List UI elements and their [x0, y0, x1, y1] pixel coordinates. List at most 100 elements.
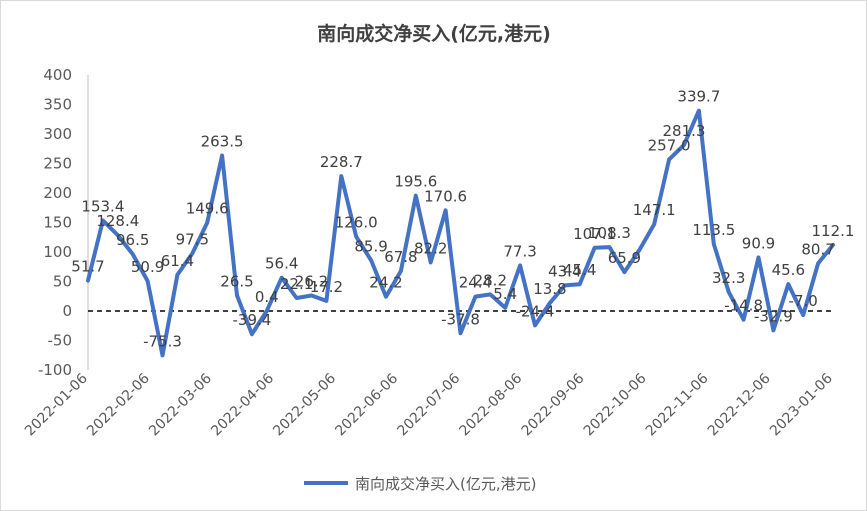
data-label: -7.0 [789, 292, 818, 310]
x-tick-label: 2022-02-06 [84, 370, 153, 439]
data-label: 128.4 [96, 212, 139, 230]
data-label: 43.4 [548, 262, 581, 280]
data-point [668, 158, 670, 160]
data-point [817, 262, 819, 264]
data-point [236, 294, 238, 296]
data-label: 147.1 [633, 201, 676, 219]
data-label: 107.1 [573, 225, 616, 243]
x-tick-label: 2022-06-06 [332, 370, 401, 439]
data-label: 97.5 [176, 230, 209, 248]
data-point [728, 291, 730, 293]
data-label: 263.5 [201, 133, 244, 151]
data-point [683, 144, 685, 146]
data-label: -32.9 [754, 307, 793, 325]
data-label: 77.3 [503, 242, 536, 260]
data-label: 112.1 [812, 222, 855, 240]
data-point [87, 279, 89, 281]
data-label: 17.2 [310, 278, 343, 296]
data-label: 45.4 [563, 261, 596, 279]
data-point [549, 302, 551, 304]
series-group [86, 108, 835, 358]
data-label: 80.7 [801, 240, 834, 258]
data-point [355, 236, 357, 238]
data-point [385, 296, 387, 298]
data-point [311, 295, 312, 297]
data-point [460, 332, 461, 334]
data-point [340, 175, 342, 177]
data-point [430, 262, 432, 264]
data-point [609, 246, 610, 248]
data-point [176, 274, 178, 276]
data-point [221, 155, 223, 157]
data-point [281, 277, 283, 279]
data-label: 82.2 [414, 240, 447, 258]
data-point [266, 310, 268, 312]
data-label: 113.5 [692, 221, 735, 239]
data-point [653, 223, 655, 225]
data-label: -75.3 [143, 332, 182, 350]
data-label: 50.9 [131, 258, 164, 276]
x-tick-label: 2022-11-06 [643, 370, 712, 439]
chart-title: 南向成交净买入(亿元,港元) [317, 22, 551, 45]
data-label: 45.6 [772, 261, 805, 279]
data-point [698, 110, 700, 112]
data-point [296, 297, 298, 299]
data-label: 32.3 [712, 269, 745, 287]
y-tick-label: 0 [62, 302, 72, 320]
data-label: 51.7 [71, 257, 104, 275]
x-tick-label: 2022-09-06 [519, 370, 588, 439]
data-point [400, 270, 402, 272]
data-point [772, 329, 774, 331]
x-tick-label: 2022-10-06 [581, 370, 650, 439]
data-point [489, 293, 491, 295]
data-point [102, 219, 104, 221]
data-label: 108.3 [588, 224, 631, 242]
y-tick-label: 400 [43, 66, 72, 84]
y-tick-label: 300 [43, 125, 72, 143]
data-label: -14.8 [724, 297, 763, 315]
data-label: 195.6 [394, 173, 437, 191]
y-tick-label: -100 [38, 361, 72, 379]
data-label: 281.3 [663, 122, 706, 140]
data-label: 5.4 [493, 285, 517, 303]
data-label: 22.1 [280, 275, 313, 293]
data-point [206, 222, 208, 224]
legend: 南向成交净买入(亿元,港元) [304, 475, 536, 493]
data-label: 170.6 [424, 187, 467, 205]
x-tick-label: 2022-08-06 [457, 370, 526, 439]
data-label: 90.9 [742, 234, 775, 252]
y-tick-label: 250 [43, 155, 72, 173]
data-point [832, 244, 834, 246]
data-label: -39.4 [232, 311, 271, 329]
data-point [132, 253, 134, 255]
data-label: 153.4 [81, 197, 124, 215]
data-label: 0.4 [255, 288, 279, 306]
data-label: 24.4 [459, 274, 492, 292]
data-point [474, 296, 476, 298]
data-label: 26.5 [220, 272, 253, 290]
data-point [579, 283, 581, 285]
data-label: 149.6 [186, 200, 229, 218]
data-label: -37.8 [441, 310, 480, 328]
data-label: 228.7 [320, 153, 363, 171]
y-tick-label: 200 [43, 184, 72, 202]
data-label: 67.8 [384, 248, 417, 266]
data-point [504, 307, 506, 309]
data-point [445, 209, 447, 211]
x-tick-label: 2022-05-06 [270, 370, 339, 439]
data-point [564, 284, 566, 286]
data-point [534, 324, 536, 326]
data-label: -24.4 [516, 302, 555, 320]
data-point [787, 283, 789, 285]
x-tick-label: 2022-12-06 [705, 370, 774, 439]
x-tick-label: 2022-01-06 [22, 370, 91, 439]
x-tick-label: 2022-03-06 [146, 370, 215, 439]
data-point [743, 319, 745, 321]
data-point [251, 333, 253, 335]
data-point [191, 252, 193, 254]
data-point [713, 243, 715, 245]
data-point [325, 300, 327, 302]
x-tick-label: 2022-04-06 [208, 370, 277, 439]
